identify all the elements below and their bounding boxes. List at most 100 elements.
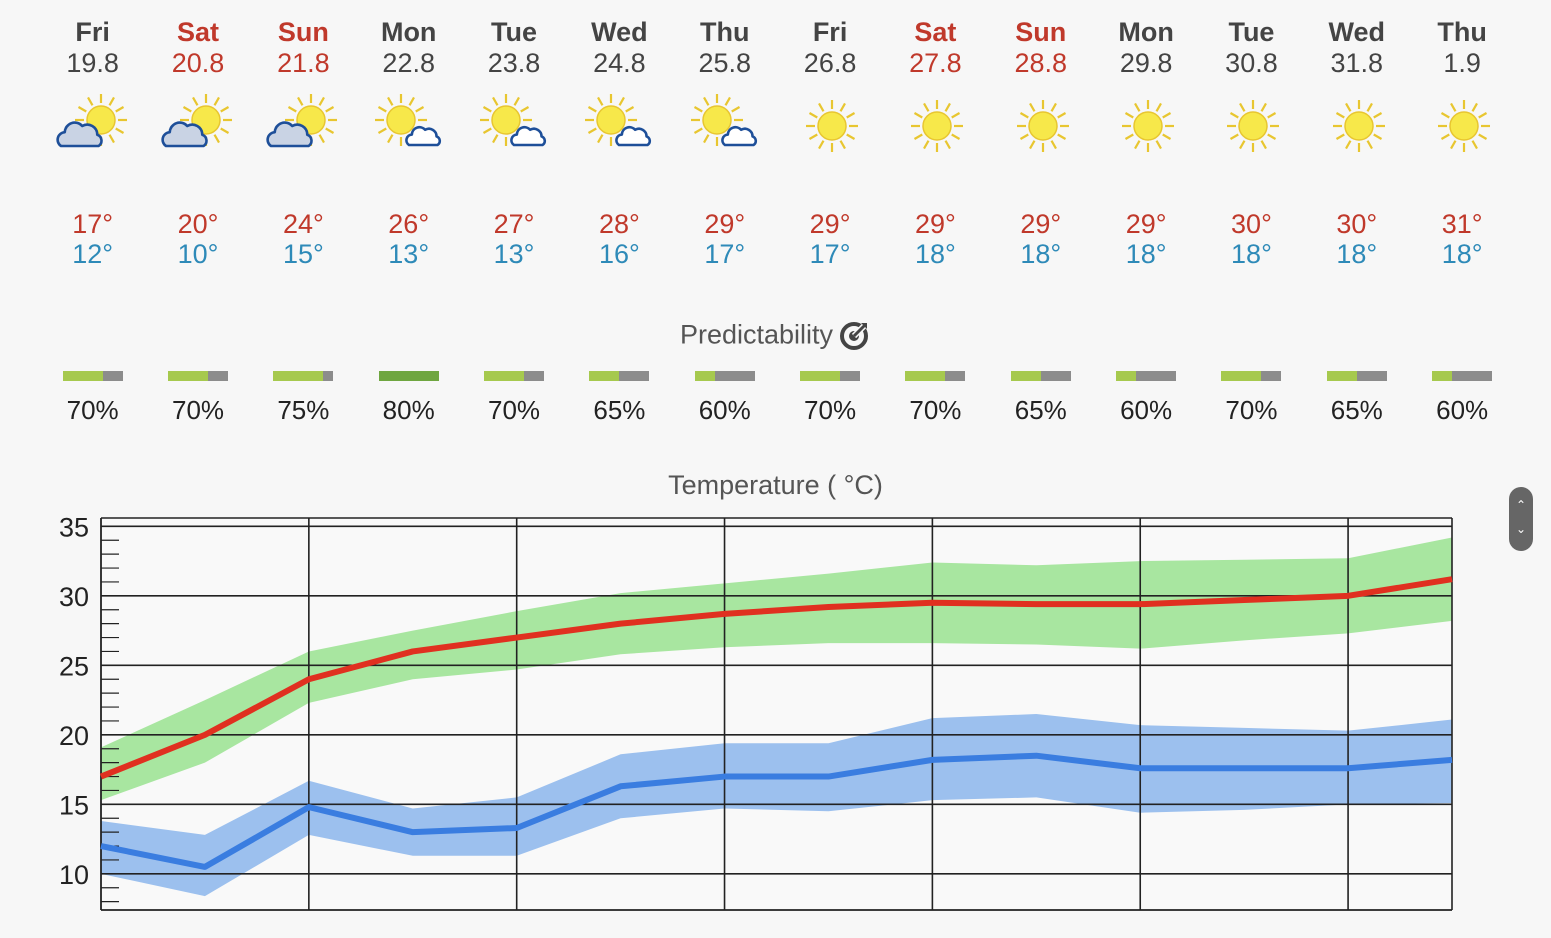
- predictability-percent: 65%: [1014, 395, 1067, 425]
- predictability-bar: [62, 371, 123, 381]
- day-column[interactable]: Sat 20.8 20° 10° 70%: [145, 16, 250, 426]
- day-name: Sun: [277, 17, 329, 47]
- predictability-percent: 70%: [488, 395, 541, 425]
- predictability-bar-fill: [273, 371, 324, 381]
- day-column[interactable]: Wed 24.8 28° 16° 65%: [567, 16, 672, 426]
- day-column[interactable]: Mon 22.8 26° 13° 80%: [356, 16, 461, 426]
- day-name: Fri: [812, 17, 848, 47]
- day-column[interactable]: Fri 26.8 29° 17° 70%: [777, 16, 882, 426]
- predictability-title: Predictability: [679, 319, 834, 350]
- day-date: 27.8: [909, 48, 962, 78]
- day-name: Mon: [1118, 17, 1174, 47]
- y-tick-label: 30: [59, 582, 89, 612]
- predictability-bar: [378, 371, 439, 381]
- predictability-bar-fill: [378, 371, 439, 381]
- day-date: 25.8: [698, 48, 752, 78]
- sun-icon: [1332, 100, 1385, 152]
- day-name: Thu: [699, 17, 750, 47]
- scroll-pill[interactable]: ⌃ ⌄: [1509, 487, 1533, 551]
- day-column[interactable]: Thu 1.9 31° 18° 60%: [1409, 16, 1514, 426]
- predictability-bar-fill: [1221, 371, 1262, 381]
- day-name: Thu: [1437, 17, 1487, 47]
- predictability-bar: [589, 371, 650, 381]
- min-temp: 13°: [493, 239, 535, 269]
- scroll-down-icon[interactable]: ⌄: [1515, 522, 1527, 536]
- day-name: Sat: [914, 17, 957, 47]
- max-temp: 30°: [1231, 209, 1272, 239]
- day-column[interactable]: Tue 23.8 27° 13° 70%: [461, 16, 566, 426]
- min-temp: 18°: [1231, 239, 1272, 269]
- partly-cloudy-icon: [480, 94, 547, 147]
- predictability-percent: 65%: [1330, 395, 1383, 425]
- predictability-bar: [273, 371, 334, 381]
- day-column[interactable]: Wed 31.8 30° 18° 65%: [1304, 16, 1409, 426]
- day-name: Wed: [1328, 17, 1386, 47]
- day-name: Mon: [380, 17, 437, 47]
- sun-icon: [806, 100, 859, 152]
- predictability-bar-fill: [800, 371, 841, 381]
- target-icon[interactable]: [839, 319, 871, 351]
- min-temp: 13°: [388, 239, 430, 269]
- day-column[interactable]: Sun 28.8 29° 18° 65%: [988, 16, 1093, 426]
- partly-cloudy-icon: [690, 94, 757, 147]
- min-temp: 15°: [282, 239, 324, 269]
- sun-icon: [911, 100, 964, 152]
- day-column[interactable]: Thu 25.8 29° 17° 60%: [672, 16, 777, 426]
- predictability-bar-fill: [1326, 371, 1357, 381]
- max-temp: 29°: [1125, 209, 1167, 239]
- predictability-bar-fill: [589, 371, 620, 381]
- max-temp: 27°: [493, 209, 535, 239]
- min-temp: 18°: [1441, 239, 1483, 269]
- predictability-percent: 70%: [171, 395, 225, 425]
- sun-icon: [1438, 100, 1491, 152]
- day-date: 1.9: [1443, 48, 1481, 78]
- day-date: 22.8: [382, 48, 435, 78]
- day-column[interactable]: Sun 21.8 24° 15° 75%: [251, 16, 356, 426]
- forecast-days: Fri 19.8 17° 12° 70% Sat 20.8 20° 10° 70% Sun 21.8 2…: [40, 16, 1515, 426]
- predictability-bar-fill: [694, 371, 715, 381]
- max-temp: 31°: [1441, 209, 1483, 239]
- day-column[interactable]: Fri 19.8 17° 12° 70%: [40, 16, 145, 426]
- max-temp: 17°: [72, 209, 114, 239]
- y-tick-label: 10: [59, 860, 89, 890]
- sun-icon: [1122, 100, 1175, 152]
- day-date: 28.8: [1014, 48, 1068, 78]
- max-temp: 24°: [282, 209, 324, 239]
- day-column[interactable]: Tue 30.8 30° 18° 70%: [1199, 16, 1304, 426]
- predictability-heading: Predictability: [0, 318, 1551, 351]
- max-temp: 29°: [704, 209, 746, 239]
- y-tick-label: 35: [59, 512, 89, 542]
- day-column[interactable]: Mon 29.8 29° 18° 60%: [1093, 16, 1198, 426]
- max-temp: 29°: [915, 209, 956, 239]
- predictability-bar: [168, 371, 229, 381]
- day-column[interactable]: Sat 27.8 29° 18° 70%: [883, 16, 988, 426]
- min-temp: 18°: [1020, 239, 1062, 269]
- min-temp-line: [100, 752, 1453, 870]
- predictability-bar: [694, 371, 755, 381]
- day-name: Wed: [591, 17, 648, 47]
- partly-cloudy-icon: [374, 94, 441, 147]
- day-name: Tue: [1228, 17, 1275, 47]
- day-date: 23.8: [487, 48, 541, 78]
- partly-cloudy-icon: [56, 94, 127, 148]
- max-temp: 29°: [809, 209, 851, 239]
- predictability-percent: 70%: [1225, 395, 1278, 425]
- day-date: 19.8: [66, 48, 119, 78]
- predictability-percent: 65%: [593, 395, 646, 425]
- partly-cloudy-icon: [585, 94, 652, 147]
- partly-cloudy-icon: [266, 94, 338, 148]
- day-name: Sun: [1015, 17, 1067, 47]
- day-name: Tue: [491, 17, 538, 47]
- min-temp: 17°: [704, 239, 746, 269]
- predictability-bar-fill: [168, 371, 208, 381]
- predictability-percent: 60%: [698, 395, 751, 425]
- predictability-bar-fill: [1116, 371, 1137, 381]
- scroll-up-icon[interactable]: ⌃: [1515, 498, 1527, 512]
- predictability-bar: [1326, 371, 1387, 381]
- predictability-bar-fill: [1010, 371, 1041, 381]
- max-temp: 20°: [177, 209, 219, 239]
- day-date: 24.8: [593, 48, 646, 78]
- predictability-bar-fill: [62, 371, 103, 381]
- max-temp: 26°: [388, 209, 430, 239]
- partly-cloudy-icon: [161, 94, 233, 148]
